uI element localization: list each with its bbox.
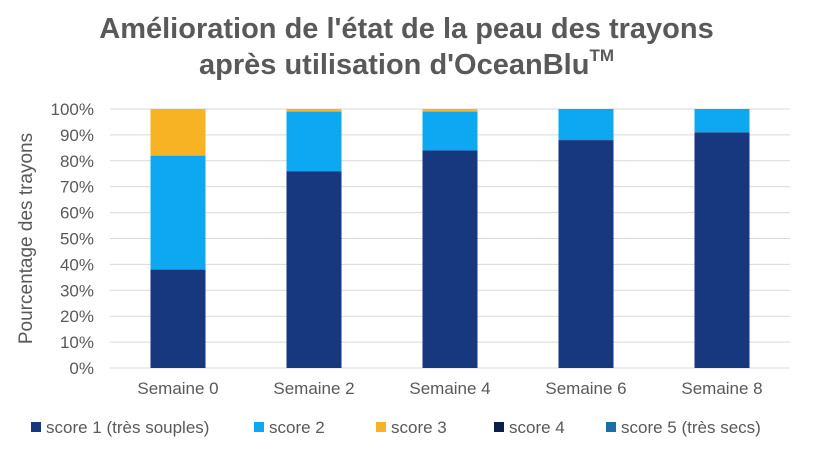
legend-label: score 5 (très secs) xyxy=(621,418,761,437)
bar-segment xyxy=(286,111,342,172)
x-tick-label: Semaine 4 xyxy=(409,379,490,398)
y-tick-label: 80% xyxy=(60,152,94,171)
legend-label: score 2 xyxy=(269,418,325,437)
bar-segment xyxy=(422,109,478,112)
bar-segment xyxy=(558,140,614,368)
y-tick-label: 0% xyxy=(69,359,94,378)
legend-swatch xyxy=(254,422,264,432)
chart-title-line2: après utilisation d'OceanBluTM xyxy=(0,46,813,82)
bar-segment xyxy=(422,150,478,368)
y-tick-label: 50% xyxy=(60,230,94,249)
y-tick-label: 70% xyxy=(60,178,94,197)
legend-swatch xyxy=(494,422,504,432)
x-tick-label: Semaine 6 xyxy=(545,379,626,398)
bar-segment xyxy=(694,132,750,368)
y-tick-label: 20% xyxy=(60,307,94,326)
y-tick-label: 100% xyxy=(51,100,94,119)
bar-segment xyxy=(694,109,750,133)
x-tick-label: Semaine 0 xyxy=(137,379,218,398)
y-tick-label: 60% xyxy=(60,204,94,223)
legend-label: score 1 (très souples) xyxy=(46,418,209,437)
legend-swatch xyxy=(31,422,41,432)
chart-title-superscript: TM xyxy=(589,46,614,66)
bar-segment xyxy=(286,171,342,368)
chart-title-line2-text: après utilisation d'OceanBlu xyxy=(199,49,590,81)
legend-swatch xyxy=(376,422,386,432)
y-tick-label: 40% xyxy=(60,255,94,274)
bar-segment xyxy=(286,109,342,112)
y-tick-label: 30% xyxy=(60,281,94,300)
x-tick-label: Semaine 2 xyxy=(273,379,354,398)
chart-title-line1: Amélioration de l'état de la peau des tr… xyxy=(99,13,714,45)
legend-swatch xyxy=(606,422,616,432)
legend-label: score 3 xyxy=(391,418,447,437)
bar-segment xyxy=(150,109,206,156)
legend-label: score 4 xyxy=(509,418,565,437)
y-axis-label: Pourcentage des trayons xyxy=(16,133,37,344)
bar-segment xyxy=(150,155,206,270)
y-tick-label: 90% xyxy=(60,126,94,145)
y-tick-label: 10% xyxy=(60,333,94,352)
x-tick-label: Semaine 8 xyxy=(681,379,762,398)
bar-segment xyxy=(422,111,478,151)
bar-segment xyxy=(150,269,206,368)
bar-segment xyxy=(558,109,614,141)
